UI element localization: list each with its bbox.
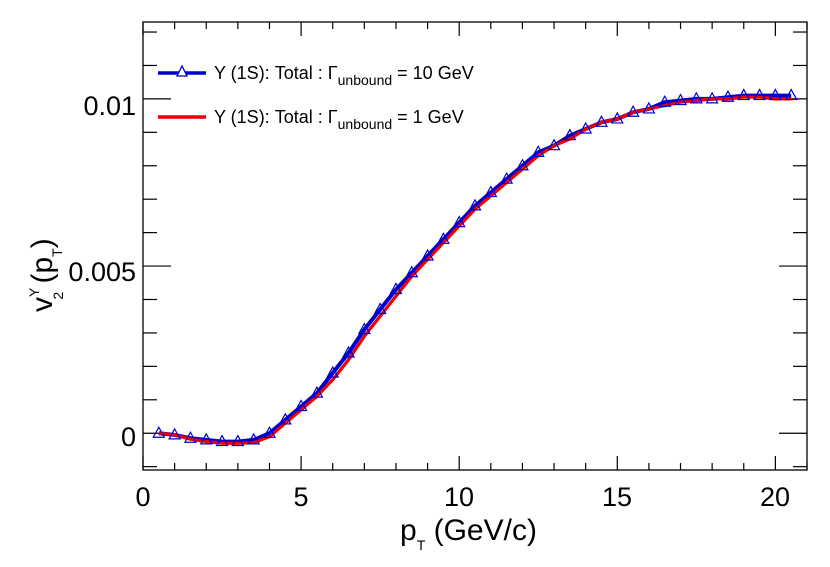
- series-0-point-21: [484, 185, 498, 198]
- series-0-point-17: [421, 248, 435, 261]
- series-0-point-27: [579, 121, 593, 134]
- series-0-point-23: [515, 158, 529, 171]
- series-0-point-10: [310, 385, 324, 398]
- series-0-point-11: [326, 365, 340, 378]
- series-0-point-28: [594, 115, 608, 127]
- series-0-point-31: [642, 101, 656, 114]
- series-0-point-8: [278, 412, 292, 425]
- series-0-point-9: [294, 399, 308, 412]
- legend-marker-blue: [175, 64, 189, 77]
- series-0-point-22: [500, 171, 514, 184]
- series-0-point-0: [152, 425, 166, 438]
- x-tick-label-2: 10: [444, 482, 474, 512]
- series-0-point-7: [262, 425, 276, 438]
- series-0-point-38: [753, 88, 767, 101]
- series-0-point-6: [247, 432, 261, 445]
- series-0-point-32: [658, 94, 672, 107]
- series-0-point-30: [626, 105, 640, 117]
- x-tick-label-3: 15: [602, 482, 632, 512]
- series-0-point-14: [373, 302, 387, 315]
- series-0-point-2: [183, 430, 197, 443]
- legend: Υ (1S): Total : Γunbound = 10 GeV Υ (1S)…: [158, 63, 474, 132]
- x-tick-label-4: 20: [760, 482, 790, 512]
- series-group: [152, 88, 798, 447]
- series-0-point-39: [768, 88, 782, 101]
- series-0-point-40: [784, 88, 798, 101]
- series-0-point-36: [721, 89, 735, 102]
- x-tick-label-0: 0: [135, 482, 150, 512]
- axis-ticks: [142, 22, 808, 470]
- series-0-point-19: [452, 215, 466, 228]
- series-0-point-24: [531, 145, 545, 157]
- series-0-point-4: [215, 434, 229, 447]
- y-tick-label-0: 0: [121, 422, 136, 452]
- series-0-point-13: [357, 322, 371, 335]
- x-tick-label-1: 5: [293, 482, 308, 512]
- series-line-1: [158, 95, 792, 445]
- series-line-0: [158, 93, 792, 444]
- series-0-point-25: [547, 138, 561, 151]
- series-0-point-5: [231, 434, 245, 447]
- x-axis-title: pT (GeV/c): [400, 514, 537, 553]
- series-0-point-18: [436, 232, 450, 244]
- y-tick-label-1: 0.005: [68, 257, 136, 287]
- series-0-point-37: [737, 88, 751, 101]
- legend-label-red: Υ (1S): Total : Γunbound = 1 GeV: [214, 107, 464, 132]
- series-0-point-12: [342, 345, 356, 358]
- series-0-point-33: [674, 93, 688, 106]
- series-0-point-29: [610, 111, 624, 124]
- series-0-point-15: [389, 282, 403, 295]
- y-axis-title: vΥ 2 (pT): [26, 238, 66, 312]
- y-tick-label-2: 0.01: [83, 91, 136, 121]
- legend-label-blue: Υ (1S): Total : Γunbound = 10 GeV: [214, 63, 474, 88]
- series-0-point-16: [405, 265, 419, 278]
- series-0-point-34: [689, 91, 703, 104]
- series-0-point-35: [705, 91, 719, 104]
- plot-frame: [142, 21, 808, 471]
- series-0-point-20: [468, 198, 482, 211]
- series-0-point-3: [199, 432, 213, 445]
- series-0-point-26: [563, 128, 577, 141]
- series-0-point-1: [168, 427, 182, 440]
